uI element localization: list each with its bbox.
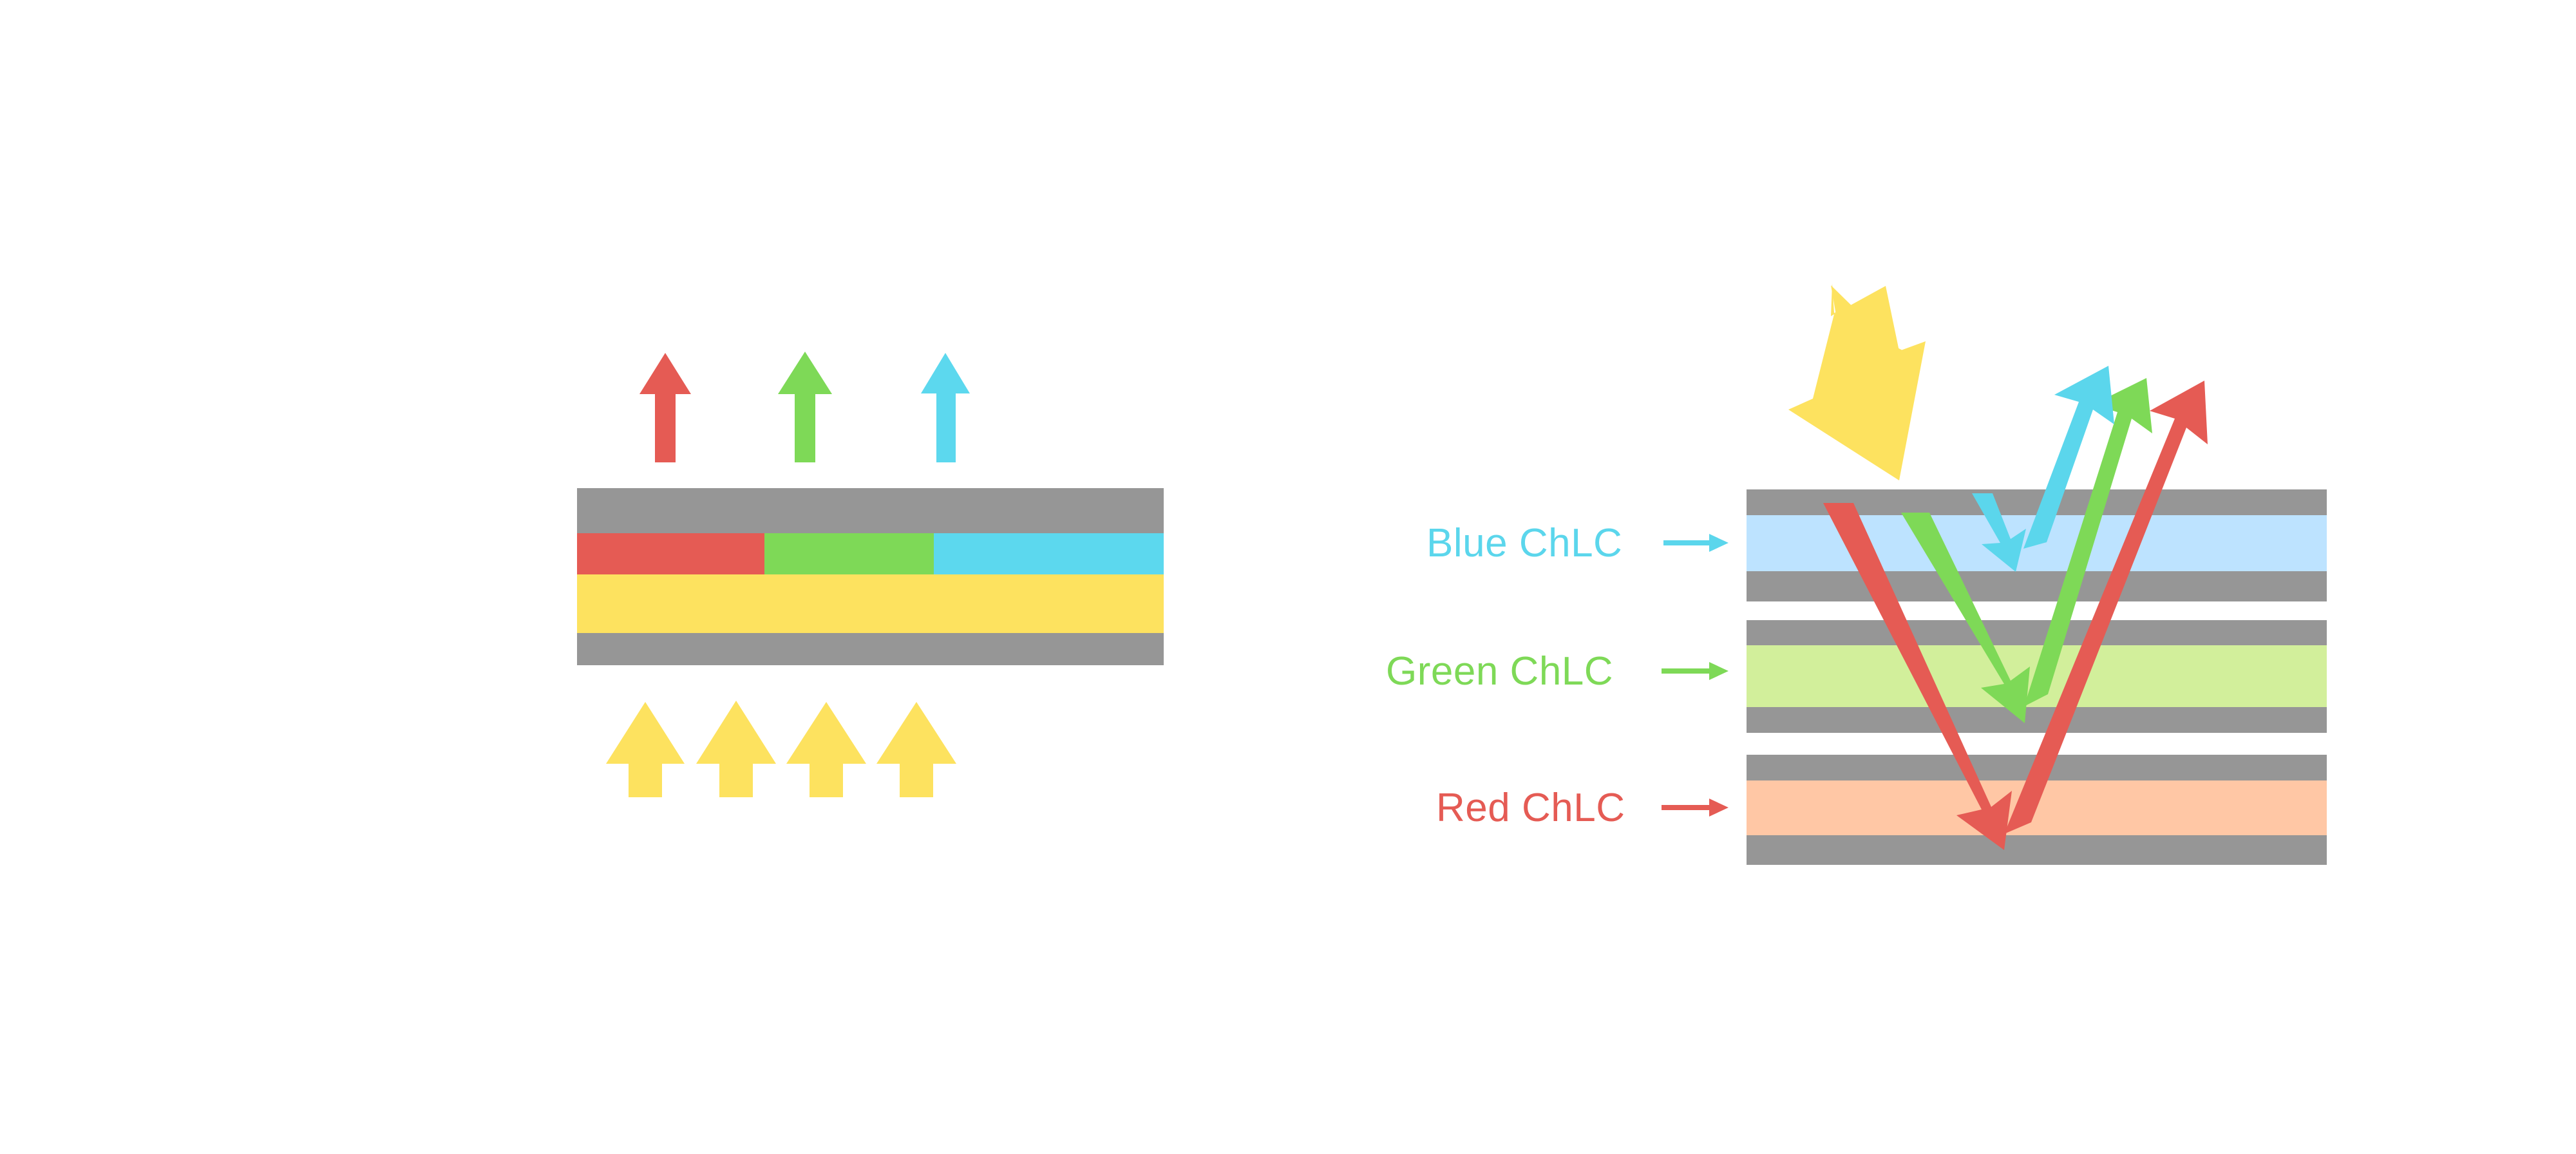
- green-chlc-bottom-electrode: [1747, 707, 2327, 733]
- blue-chlc-label-arrow: [1663, 534, 1728, 552]
- green-chlc-label-arrow: [1662, 662, 1728, 680]
- red-chlc-label-text: Red ChLC: [1436, 786, 1625, 830]
- top-electrode-layer: [577, 488, 1164, 533]
- backlight-arrow-1: [606, 702, 685, 797]
- backlight-arrow-4: [876, 702, 956, 797]
- green-chlc-top-electrode: [1747, 620, 2327, 645]
- red-filter-segment: [577, 533, 764, 574]
- blue-output-arrow: [921, 353, 970, 462]
- blue-chlc-bottom-electrode: [1747, 571, 2327, 601]
- blue-incident-ray: [1972, 493, 2026, 572]
- green-chlc-label-text: Green ChLC: [1386, 649, 1613, 694]
- left-panel-transmissive-stack: [577, 352, 1164, 797]
- left-stack-layers-group: [577, 488, 1164, 665]
- backlight-arrow-3: [786, 702, 866, 797]
- red-incident-ray: [1823, 503, 2012, 850]
- red-chlc-label-arrow: [1662, 799, 1728, 817]
- incident-ambient-arrow: [1788, 286, 1926, 480]
- right-panel-reflective-chlc-stack: Blue ChLC Green ChLC Red ChLC: [1386, 283, 2327, 865]
- green-output-arrow: [778, 352, 832, 462]
- green-reflected-ray: [2024, 378, 2152, 706]
- right-panel-rays-group: [1823, 366, 2208, 850]
- left-output-arrows-group: [639, 352, 970, 462]
- red-output-arrow: [639, 353, 691, 462]
- incident-white-light-arrow-body: [1831, 283, 1841, 316]
- backlight-layer: [577, 574, 1164, 633]
- blue-reflected-ray: [2023, 366, 2114, 549]
- right-panel-labels-group: Blue ChLC Green ChLC Red ChLC: [1386, 521, 1728, 830]
- left-backlight-arrows-group: [606, 701, 956, 797]
- blue-filter-segment: [934, 533, 1164, 574]
- green-filter-segment: [764, 533, 934, 574]
- red-reflected-ray: [2004, 381, 2208, 834]
- blue-chlc-label-text: Blue ChLC: [1426, 521, 1622, 565]
- bottom-electrode-layer: [577, 633, 1164, 665]
- red-chlc-bottom-electrode: [1747, 835, 2327, 865]
- green-incident-ray: [1901, 513, 2030, 723]
- backlight-arrow-2: [696, 701, 776, 797]
